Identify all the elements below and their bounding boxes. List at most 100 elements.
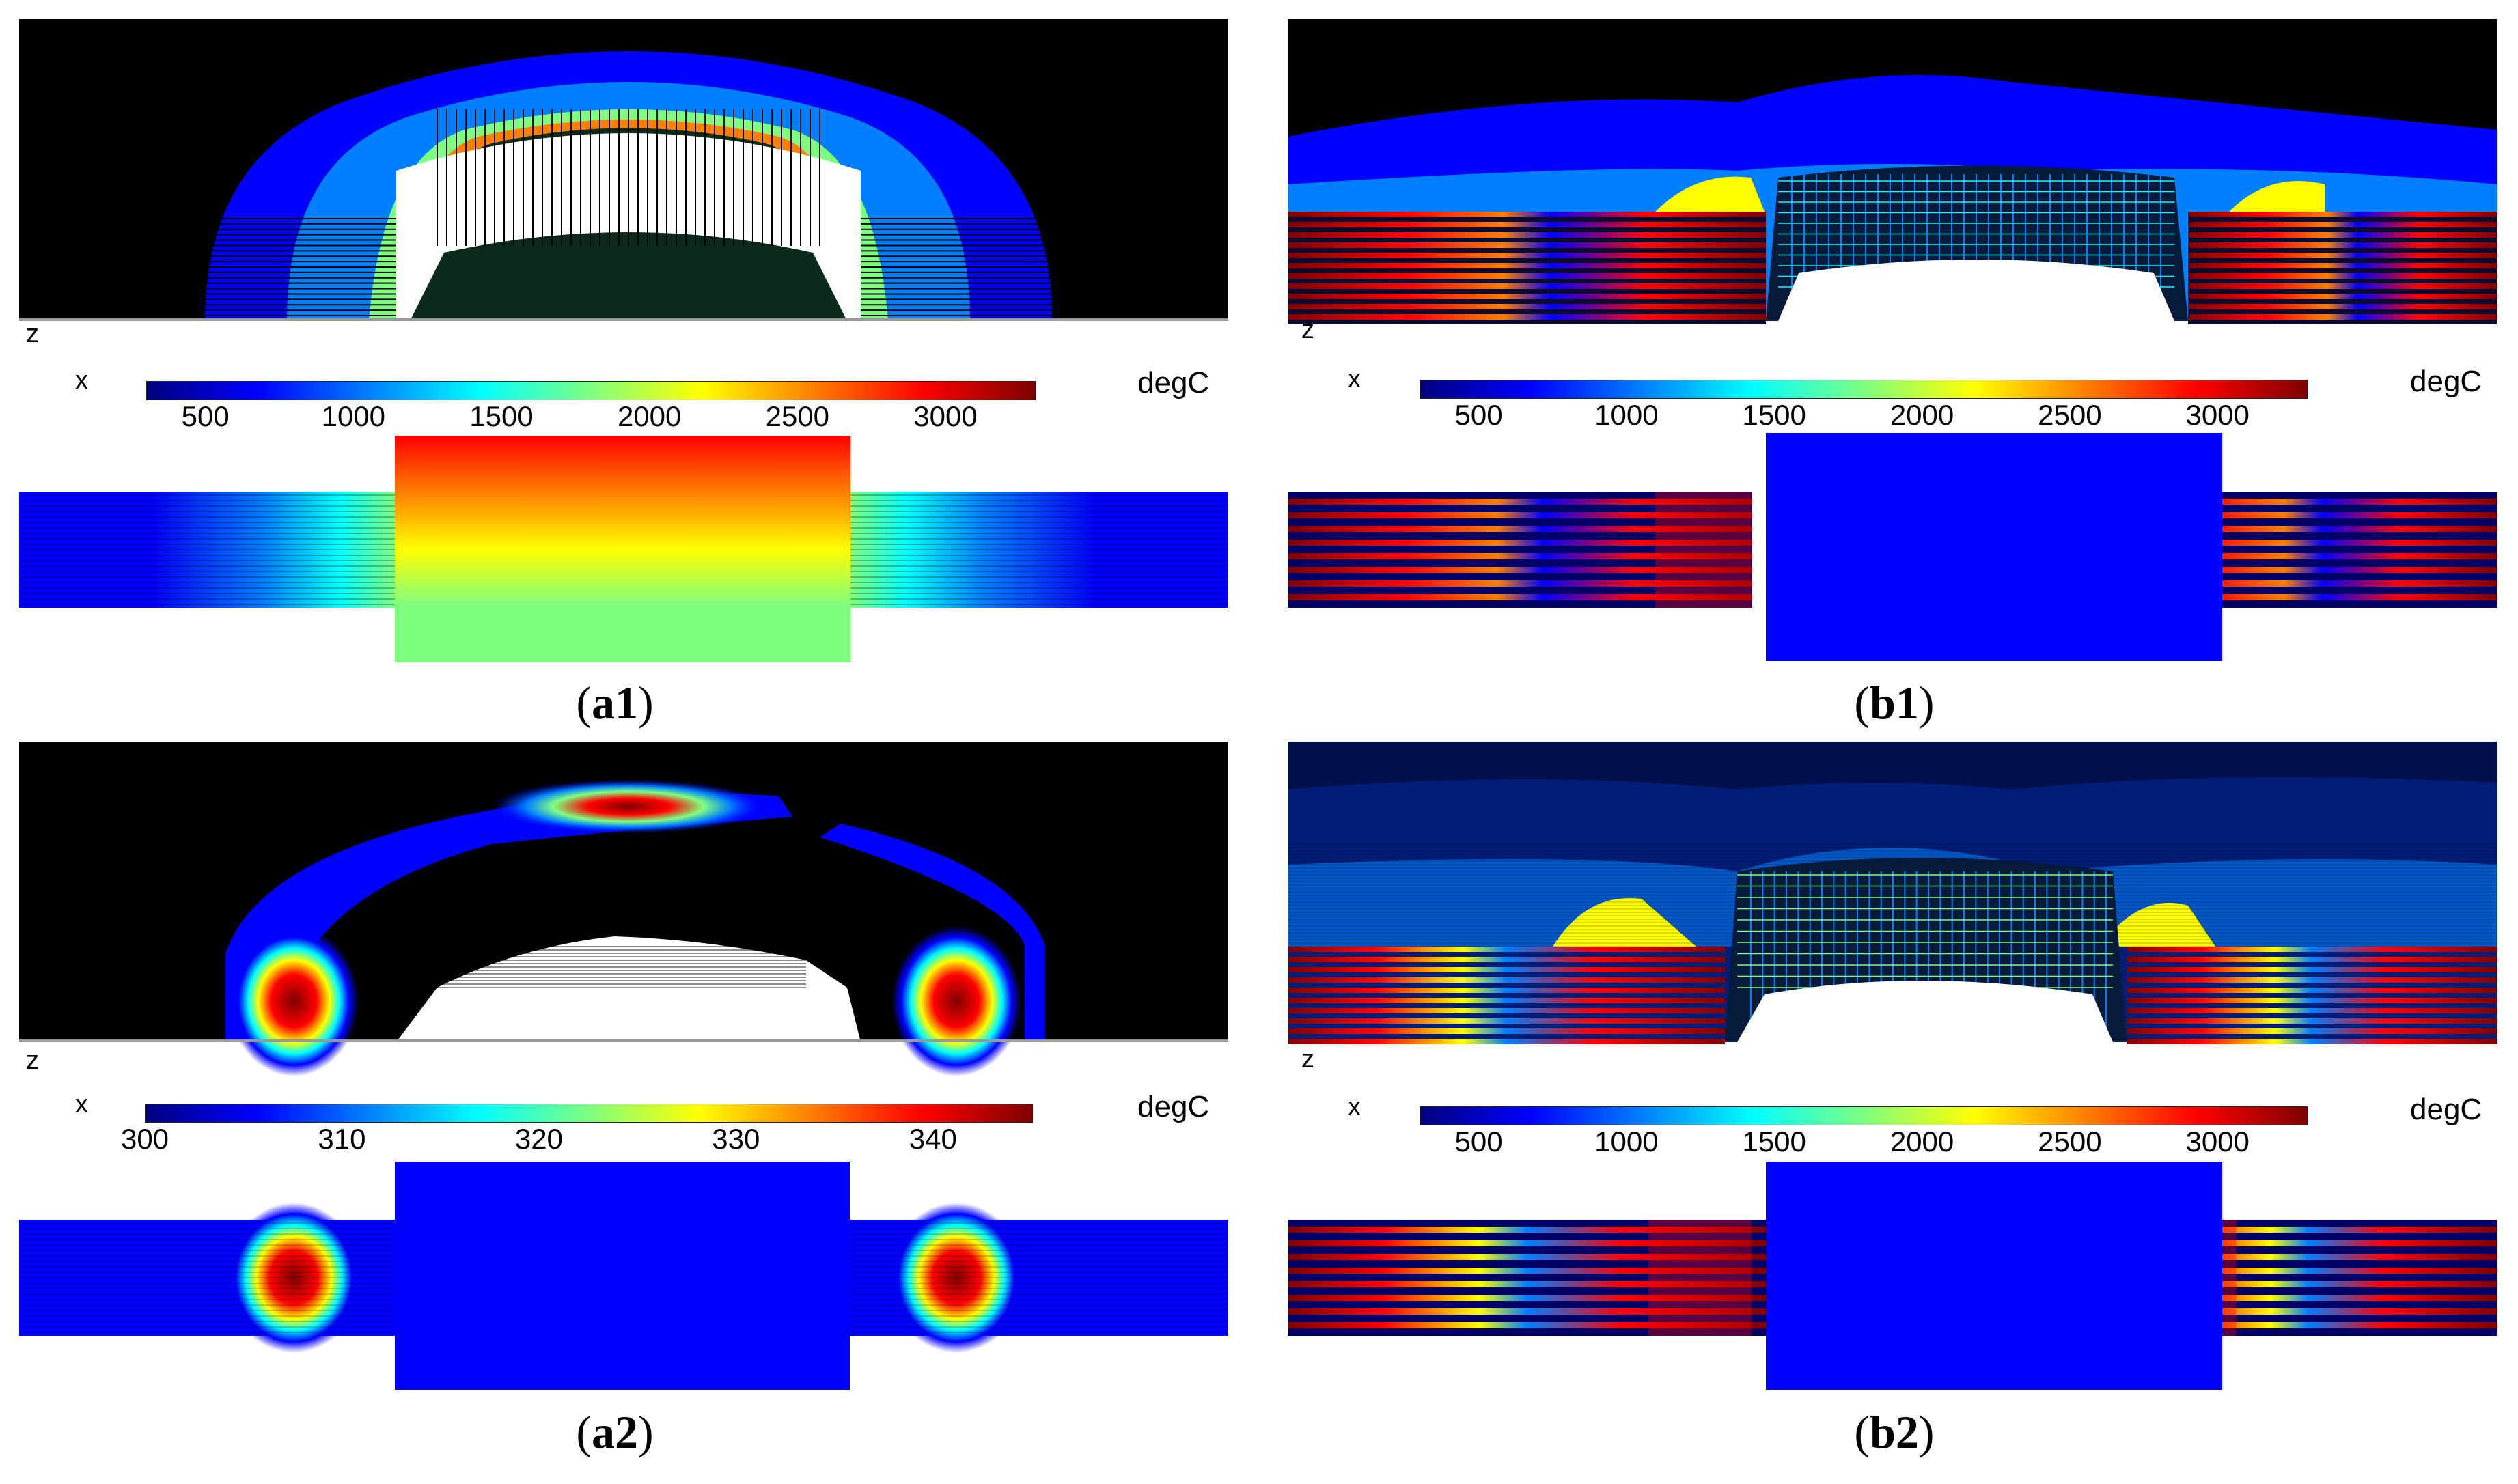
layer-gap <box>1288 299 1766 304</box>
heat-stripe <box>1288 1039 1725 1044</box>
heat-stripe <box>2120 1295 2497 1301</box>
heat-stripe <box>1288 967 1725 972</box>
heat-stripe <box>1288 304 1766 309</box>
panel-a1: z x 500 1000 1500 2000 2500 3000 degC (a1) <box>0 0 1259 742</box>
colorbar-ticks: 300 310 320 330 340 <box>121 1123 1032 1157</box>
heat-stripe <box>2188 242 2497 248</box>
panel-label: (a2) <box>576 1406 654 1458</box>
layer-gap <box>2188 248 2497 253</box>
colorbar-tick-label: 2000 <box>617 400 682 432</box>
heat-stripe <box>2127 1039 2497 1044</box>
layer-gap <box>2188 258 2497 263</box>
colorbar <box>146 381 1036 400</box>
heat-stripe <box>1288 567 1752 573</box>
heat-stripe <box>1288 957 1725 962</box>
colorbar-unit: degC <box>2410 1093 2482 1126</box>
axis-x-label: x <box>1348 365 1361 393</box>
layer-gap <box>2188 320 2497 324</box>
axis-z-label: z <box>26 320 39 348</box>
hot-spot-left <box>1553 897 1696 947</box>
hot-spot-left <box>229 926 359 1076</box>
cold-region <box>1288 742 2497 789</box>
heat-stripe <box>1288 1028 1725 1034</box>
heat-stripe <box>1288 512 1752 518</box>
colorbar-tick-label: 320 <box>514 1123 563 1155</box>
layer-gap <box>2188 238 2497 242</box>
temperature-field-b2 <box>1288 742 2497 1390</box>
heat-stripe <box>2109 540 2497 546</box>
layer-gap <box>2188 227 2497 232</box>
substrate-cavity <box>1778 260 2174 321</box>
heat-stripe <box>1288 1008 1725 1013</box>
heat-stripe <box>1288 977 1725 983</box>
layer-gap <box>2188 299 2497 304</box>
heat-stripe <box>1288 314 1766 320</box>
panel-label-id: b2 <box>1870 1406 1919 1458</box>
layer-gap <box>1288 217 1766 222</box>
heat-stripe <box>2188 283 2497 289</box>
heat-stripe <box>2188 314 2497 320</box>
heat-stripe <box>1288 988 1725 993</box>
cross-section-left <box>1288 492 1752 608</box>
layer-gap <box>1288 320 1766 324</box>
hot-spot-right <box>891 926 1021 1076</box>
colorbar <box>145 1104 1033 1123</box>
heat-stripe <box>1288 1018 1725 1024</box>
axis-x-label: x <box>75 366 88 395</box>
heat-stripe <box>2120 1308 2497 1315</box>
heat-stripe <box>2188 253 2497 258</box>
panel-label: (b1) <box>1854 677 1935 729</box>
layer-gap <box>2188 279 2497 283</box>
panel-a2: z x 300 310 320 330 340 degC (a2) <box>0 742 1259 1483</box>
baseline <box>19 318 1228 321</box>
hot-spot-right <box>2229 181 2325 212</box>
heat-stripe <box>2120 1227 2497 1233</box>
panel-label-id: a1 <box>592 677 638 729</box>
heat-stripe <box>1288 222 1766 227</box>
layer-gap <box>2188 268 2497 273</box>
heat-stripe <box>2109 512 2497 518</box>
heat-stripe <box>2188 294 2497 299</box>
hot-band-left <box>1648 1220 1751 1336</box>
axis-z-label: z <box>26 1046 39 1075</box>
heat-stripe <box>2120 1322 2497 1328</box>
colorbar-tick-label: 1000 <box>321 400 386 432</box>
layer-gap <box>2188 309 2497 314</box>
heat-stripe <box>1288 283 1766 289</box>
layer-gap <box>1288 279 1766 283</box>
heat-stripe <box>2109 594 2497 600</box>
heat-stripe <box>1288 263 1766 268</box>
colorbar-tick-label: 2500 <box>765 400 830 432</box>
panel-label-id: a2 <box>592 1406 638 1458</box>
temperature-field-b1 <box>1288 19 2497 661</box>
layer-gap <box>1288 289 1766 294</box>
colorbar-tick-label: 3000 <box>913 400 978 432</box>
heat-stripe <box>1288 540 1752 546</box>
substrate-cavity <box>396 936 861 1042</box>
heat-stripe <box>1288 580 1752 587</box>
colorbar-tick-label: 500 <box>1454 1125 1503 1158</box>
colorbar <box>1420 1106 2308 1125</box>
heat-stripe <box>1288 253 1766 258</box>
cross-section-left <box>1288 1220 1766 1336</box>
heat-stripe <box>1288 947 1725 952</box>
axis-z-label: z <box>1301 1045 1314 1074</box>
colorbar-unit: degC <box>1137 366 1210 400</box>
cross-section-core <box>1766 1162 2222 1390</box>
heat-stripe <box>2120 1268 2497 1274</box>
colorbar-tick-label: 3000 <box>2185 1125 2250 1158</box>
heat-stripe <box>2127 977 2497 983</box>
colorbar-tick-label: 1000 <box>1594 1125 1659 1158</box>
panel-label: (a1) <box>576 677 654 729</box>
axis-z-label: z <box>1301 316 1314 344</box>
panel-b1: z x 500 1000 1500 2000 2500 3000 degC (b1) <box>1259 0 2518 742</box>
cross-section-core <box>395 1162 850 1390</box>
heat-stripe <box>1288 553 1752 559</box>
hot-spot-right <box>888 1203 1025 1353</box>
heat-stripe <box>1288 1295 1766 1301</box>
heat-stripe <box>1288 1254 1766 1260</box>
heat-stripe <box>2188 304 2497 309</box>
colorbar-tick-label: 2500 <box>2038 399 2102 431</box>
colorbar-tick-label: 2500 <box>2038 1125 2102 1158</box>
colorbar-tick-label: 1500 <box>1742 399 1806 431</box>
